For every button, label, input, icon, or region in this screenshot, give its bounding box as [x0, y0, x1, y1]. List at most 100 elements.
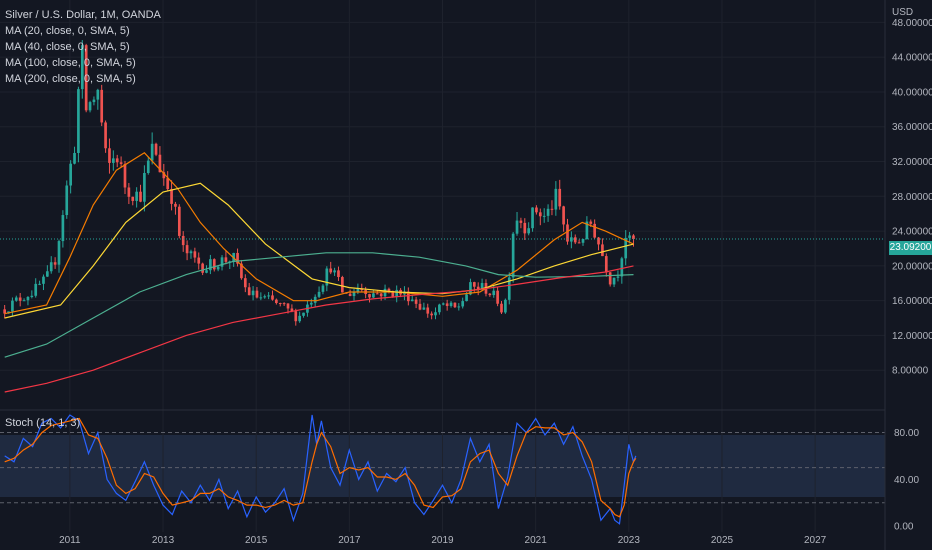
candle-body — [158, 154, 162, 173]
candle-body — [201, 263, 204, 273]
candle-body — [597, 237, 600, 245]
candle-body — [632, 235, 635, 239]
time-tick-label: 2023 — [618, 535, 641, 546]
price-tick-label: 36.00000 — [892, 122, 932, 133]
candle-body — [511, 233, 515, 278]
candle-body — [612, 277, 616, 285]
candle-body — [476, 286, 480, 290]
candle-body — [212, 259, 216, 270]
candle-body — [88, 102, 92, 111]
candle-body — [604, 256, 608, 273]
stoch-label[interactable]: Stoch (14, 1, 3) — [5, 417, 81, 429]
candle-body — [275, 299, 278, 304]
candle-body — [119, 162, 123, 164]
price-tick-label: 12.00000 — [892, 331, 932, 342]
candle-body — [430, 313, 433, 316]
candle-body — [515, 220, 519, 234]
candle-body — [259, 297, 263, 299]
candle-body — [461, 301, 465, 307]
candle-body — [469, 282, 472, 295]
candle-body — [135, 191, 138, 201]
candle-body — [80, 45, 84, 90]
candle-body — [337, 270, 340, 278]
candle-body — [46, 271, 49, 277]
candle-body — [410, 299, 414, 302]
candle-body — [465, 294, 468, 302]
candle-body — [115, 158, 119, 163]
candle-body — [286, 303, 290, 309]
candle-body — [368, 294, 371, 298]
candle-body — [290, 308, 294, 312]
price-tick-label: 48.00000 — [892, 18, 932, 29]
time-tick-label: 2025 — [711, 535, 734, 546]
candle-body — [313, 296, 317, 303]
price-tick-label: 20.00000 — [892, 261, 932, 272]
price-tick-label: 24.00000 — [892, 227, 932, 238]
candle-body — [321, 285, 325, 292]
stoch-tick-label: 0.00 — [894, 522, 914, 533]
candle-body — [302, 312, 305, 316]
candle-body — [96, 89, 100, 100]
candle-body — [247, 287, 251, 296]
candle-body — [166, 178, 170, 190]
candle-body — [73, 152, 76, 164]
candle-body — [472, 282, 476, 287]
candle-body — [375, 293, 379, 295]
candle-body — [426, 307, 430, 314]
candle-body — [154, 143, 158, 155]
candle-body — [49, 262, 53, 272]
candle-body — [84, 45, 88, 111]
candle-body — [267, 295, 270, 297]
candle-body — [189, 251, 193, 254]
candle-body — [570, 237, 573, 242]
candle-body — [162, 172, 166, 179]
ma20-label[interactable]: MA (20, close, 0, SMA, 5) — [5, 25, 130, 37]
candle-body — [558, 188, 562, 207]
candle-body — [496, 290, 499, 304]
candle-body — [589, 221, 593, 224]
candle-body — [57, 241, 61, 265]
candle-body — [112, 158, 115, 163]
ma100-label[interactable]: MA (100, close, 0, SMA, 5) — [5, 57, 136, 69]
ma40-label[interactable]: MA (40, close, 0, SMA, 5) — [5, 41, 130, 53]
price-axis[interactable]: 48.00000 44.00000 40.00000 36.00000 32.00000… — [892, 18, 932, 377]
candle-body — [123, 163, 127, 188]
candle-body — [209, 259, 212, 271]
candle-body — [185, 245, 189, 254]
ma-line-1 — [4, 152, 634, 315]
candle-body — [438, 304, 441, 313]
candle-body — [298, 315, 301, 322]
time-axis[interactable]: 2011 2013 2015 2017 2019 2021 2023 2025 2027 — [59, 535, 827, 546]
candle-body — [601, 244, 604, 257]
candle-body — [3, 309, 6, 314]
candle-body — [546, 208, 550, 216]
candle-body — [53, 262, 57, 265]
stoch-tick-label: 40.00 — [894, 475, 919, 486]
candle-body — [236, 252, 239, 264]
time-tick-label: 2013 — [152, 535, 175, 546]
candle-body — [445, 303, 449, 306]
stoch-lines — [4, 414, 637, 525]
candle-body — [333, 270, 336, 273]
candle-body — [143, 173, 146, 202]
stoch-line-d — [4, 417, 637, 518]
candle-body — [519, 220, 523, 223]
candle-body — [317, 291, 321, 297]
symbol-title[interactable]: Silver / U.S. Dollar, 1M, OANDA — [5, 9, 161, 21]
candle-body — [593, 223, 596, 238]
stoch-line-k — [4, 414, 637, 525]
ma200-label[interactable]: MA (200, close, 0, SMA, 5) — [5, 73, 136, 85]
time-tick-label: 2011 — [59, 535, 81, 546]
candle-body — [139, 191, 142, 202]
ma-line-2 — [4, 182, 634, 319]
candle-body — [585, 221, 589, 239]
candle-body — [26, 296, 30, 301]
candle-body — [11, 300, 14, 312]
candle-body — [181, 235, 185, 246]
candle-body — [294, 311, 298, 322]
candle-body — [507, 277, 511, 300]
candle-body — [577, 242, 581, 244]
candle-body — [325, 268, 329, 286]
price-tick-label: 44.00000 — [892, 53, 932, 64]
